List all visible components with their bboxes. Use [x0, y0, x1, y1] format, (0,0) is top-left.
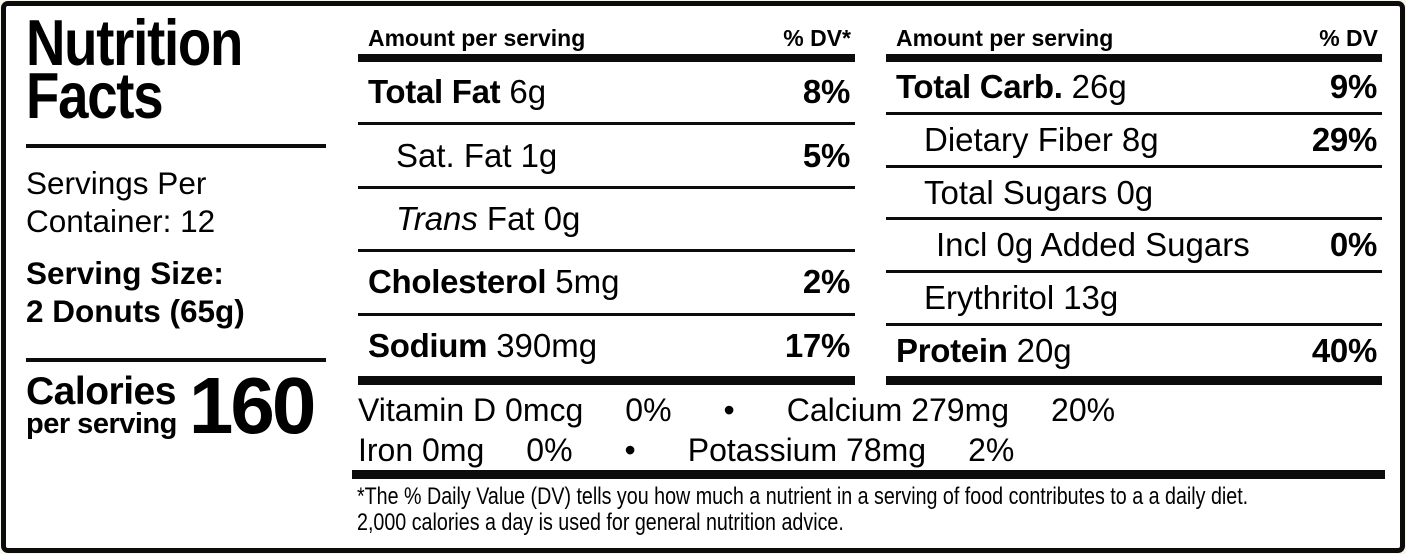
label-left-panel: Nutrition Facts Servings Per Container: … [20, 6, 332, 462]
row-total-fat: Total Fat 6g 8% [358, 62, 855, 126]
micronutrient-line-1: Vitamin D 0mcg 0% • Calcium 279mg 20% [358, 390, 1388, 430]
footnote-line1: *The % Daily Value (DV) tells you how mu… [357, 483, 1249, 510]
servings-line2: Container: 12 [26, 203, 216, 239]
calories-block: Calories per serving 160 [26, 361, 316, 450]
micronutrient-name: Vitamin D 0mcg [358, 392, 584, 428]
micronutrient-dv: 2% [968, 432, 1015, 468]
micronutrient-dv: 0% [625, 392, 672, 428]
row-added-sugars: Incl 0g Added Sugars 0% [886, 220, 1382, 274]
nutrient-name: Protein [896, 332, 1008, 370]
thick-rule [358, 54, 855, 62]
divider-rule [26, 358, 326, 362]
nutrient-name: Total Carb. [896, 67, 1063, 105]
nutrient-name: Incl 0g Added Sugars [936, 226, 1250, 264]
nutrient-name: Sat. Fat [396, 136, 512, 174]
row-erythritol: Erythritol 13g [886, 273, 1382, 327]
nutrient-name: Sodium [368, 326, 488, 364]
micronutrient-name: Potassium 78mg [687, 432, 927, 468]
serving-size: Serving Size: 2 Donuts (65g) [26, 254, 245, 330]
micronutrient-line-2: Iron 0mg 0% • Potassium 78mg 2% [358, 430, 1388, 470]
nutrient-amount: 6g [509, 73, 547, 111]
micronutrient-dv: 0% [526, 432, 573, 468]
bullet-separator: • [624, 432, 636, 468]
nutrient-amount: 1g [520, 136, 558, 174]
calories-sublabel: per serving [26, 408, 177, 440]
label-title-line1: Nutrition [26, 6, 243, 79]
column-header: Amount per serving % DV* [358, 12, 855, 54]
row-dietary-fiber: Dietary Fiber 8g 29% [886, 115, 1382, 168]
nutrient-name: Cholesterol [368, 263, 547, 301]
nutrient-dv: 29% [1311, 120, 1377, 158]
label-title-line2: Facts [26, 59, 164, 132]
nutrient-dv: 0% [1329, 226, 1377, 264]
nutrient-rows: Total Fat 6g 8% Sat. Fat 1g 5% Trans Fat 0g … [358, 62, 855, 376]
amount-per-serving-label: Amount per serving [368, 25, 586, 51]
nutrient-amount: 20g [1016, 332, 1072, 370]
nutrient-dv: 17% [784, 326, 850, 364]
divider-rule [26, 144, 326, 148]
nutrient-amount: 26g [1071, 67, 1127, 105]
nutrient-name-italic: Trans [396, 200, 478, 238]
nutrient-amount: 8g [1121, 120, 1159, 158]
serving-size-line1: Serving Size: [26, 255, 224, 291]
serving-size-line2: 2 Donuts (65g) [26, 293, 245, 329]
dv-header-label: % DV* [783, 25, 851, 51]
footnote-line2: 2,000 calories a day is used for general… [357, 509, 844, 536]
label-title: Nutrition Facts [26, 6, 243, 132]
micronutrients-section: Vitamin D 0mcg 0% • Calcium 279mg 20% Ir… [358, 390, 1388, 470]
micronutrient-name: Iron 0mg [358, 432, 485, 468]
nutrient-dv: 8% [802, 73, 850, 111]
nutrient-name: Dietary Fiber [924, 120, 1113, 158]
bullet-separator: • [723, 392, 735, 428]
nutrient-amount: 5mg [555, 263, 620, 301]
row-cholesterol: Cholesterol 5mg 2% [358, 252, 855, 316]
nutrient-column-carb-protein: Amount per serving % DV Total Carb. 26g 9… [886, 12, 1382, 385]
nutrient-amount: 390mg [496, 326, 598, 364]
footnote: *The % Daily Value (DV) tells you how mu… [357, 484, 1248, 536]
nutrient-column-fat-sodium: Amount per serving % DV* Total Fat 6g 8% … [358, 12, 855, 385]
calories-label: Calories [26, 370, 176, 413]
row-sodium: Sodium 390mg 17% [358, 316, 855, 376]
nutrient-rows: Total Carb. 26g 9% Dietary Fiber 8g 29% To… [886, 62, 1382, 376]
row-trans-fat: Trans Fat 0g [358, 189, 855, 253]
calories-label-group: Calories per serving [26, 370, 177, 440]
thick-rule [886, 376, 1382, 385]
thick-rule [886, 54, 1382, 62]
nutrient-name: Fat [486, 200, 535, 238]
row-sat-fat: Sat. Fat 1g 5% [358, 125, 855, 189]
micronutrient-name: Calcium 279mg [786, 392, 1010, 428]
nutrient-name: Total Fat [368, 73, 501, 111]
row-total-sugars: Total Sugars 0g [886, 168, 1382, 221]
nutrient-dv: 5% [802, 136, 850, 174]
calories-value: 160 [188, 361, 316, 450]
amount-per-serving-label: Amount per serving [896, 25, 1114, 51]
nutrient-dv: 2% [802, 263, 850, 301]
nutrient-name: Erythritol [924, 279, 1055, 317]
thick-rule [358, 376, 855, 385]
dv-header-label: % DV [1319, 25, 1378, 51]
micronutrient-dv: 20% [1051, 392, 1116, 428]
nutrient-amount: 13g [1063, 279, 1119, 317]
nutrient-name: Total Sugars [924, 173, 1108, 211]
nutrient-dv: 9% [1329, 67, 1377, 105]
nutrient-amount: 0g [543, 200, 581, 238]
column-header: Amount per serving % DV [886, 12, 1382, 54]
thick-rule [352, 470, 1385, 479]
nutrient-amount: 0g [1116, 173, 1154, 211]
servings-line1: Servings Per [26, 165, 207, 201]
row-protein: Protein 20g 40% [886, 326, 1382, 376]
row-total-carb: Total Carb. 26g 9% [886, 62, 1382, 115]
nutrient-dv: 40% [1311, 332, 1377, 370]
servings-per-container: Servings Per Container: 12 [26, 164, 215, 240]
